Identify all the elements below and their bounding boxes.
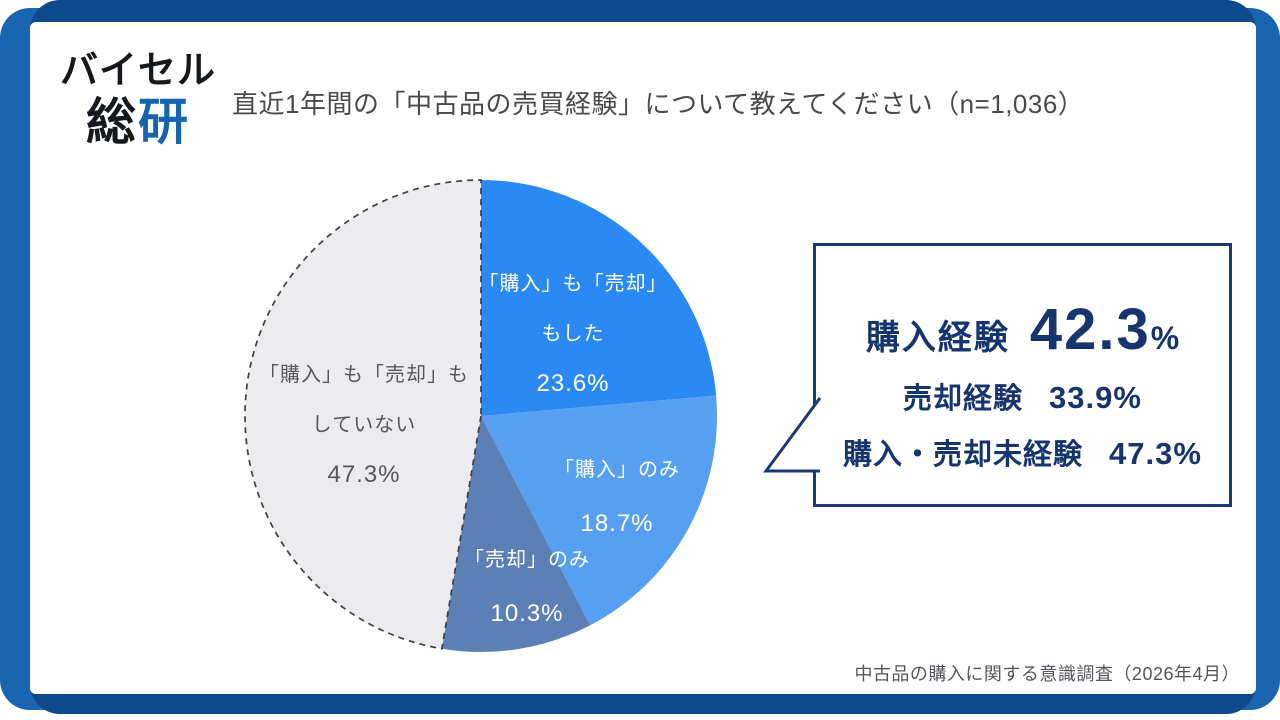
summary-callout-content: 購入経験 42.3% 売却経験 33.9% 購入・売却未経験 47.3% [816, 246, 1229, 473]
logo-line2-char2: 研 [138, 93, 190, 150]
summary-callout-box: 購入経験 42.3% 売却経験 33.9% 購入・売却未経験 47.3% [763, 243, 1232, 507]
buysell-souken-logo: バイセル 総研 [58, 50, 218, 149]
summary-value: 42.3 [1029, 297, 1151, 362]
summary-label: 購入・売却未経験 [843, 439, 1084, 471]
page-title: 直近1年間の「中古品の売買経験」について教えてください（n=1,036） [232, 89, 1085, 119]
content-card: バイセル 総研 直近1年間の「中古品の売買経験」について教えてください（n=1,… [30, 22, 1256, 694]
logo-line1: バイセル [59, 50, 216, 92]
pie-slice [441, 416, 591, 653]
pie-chart [244, 179, 718, 653]
summary-unit: % [1150, 320, 1180, 356]
logo-line2-char1: 総 [86, 93, 138, 150]
summary-label: 売却経験 [903, 383, 1024, 415]
pie-slice [481, 180, 717, 416]
survey-source-note: 中古品の購入に関する意識調査（2026年4月） [854, 664, 1240, 684]
summary-label: 購入経験 [865, 319, 1010, 357]
logo-line2: 総研 [58, 96, 218, 149]
summary-value: 33.9% [1049, 380, 1142, 415]
summary-value: 47.3% [1109, 436, 1202, 471]
pie-slice [244, 179, 482, 650]
summary-row-none: 購入・売却未経験 47.3% [843, 431, 1202, 473]
summary-row-purchase: 購入経験 42.3% [866, 296, 1179, 363]
pie-slice [481, 395, 718, 626]
summary-value-group: 42.3% [1030, 296, 1179, 363]
callout-tail-pointer [763, 397, 822, 473]
summary-row-sell: 売却経験 33.9% [903, 375, 1142, 417]
